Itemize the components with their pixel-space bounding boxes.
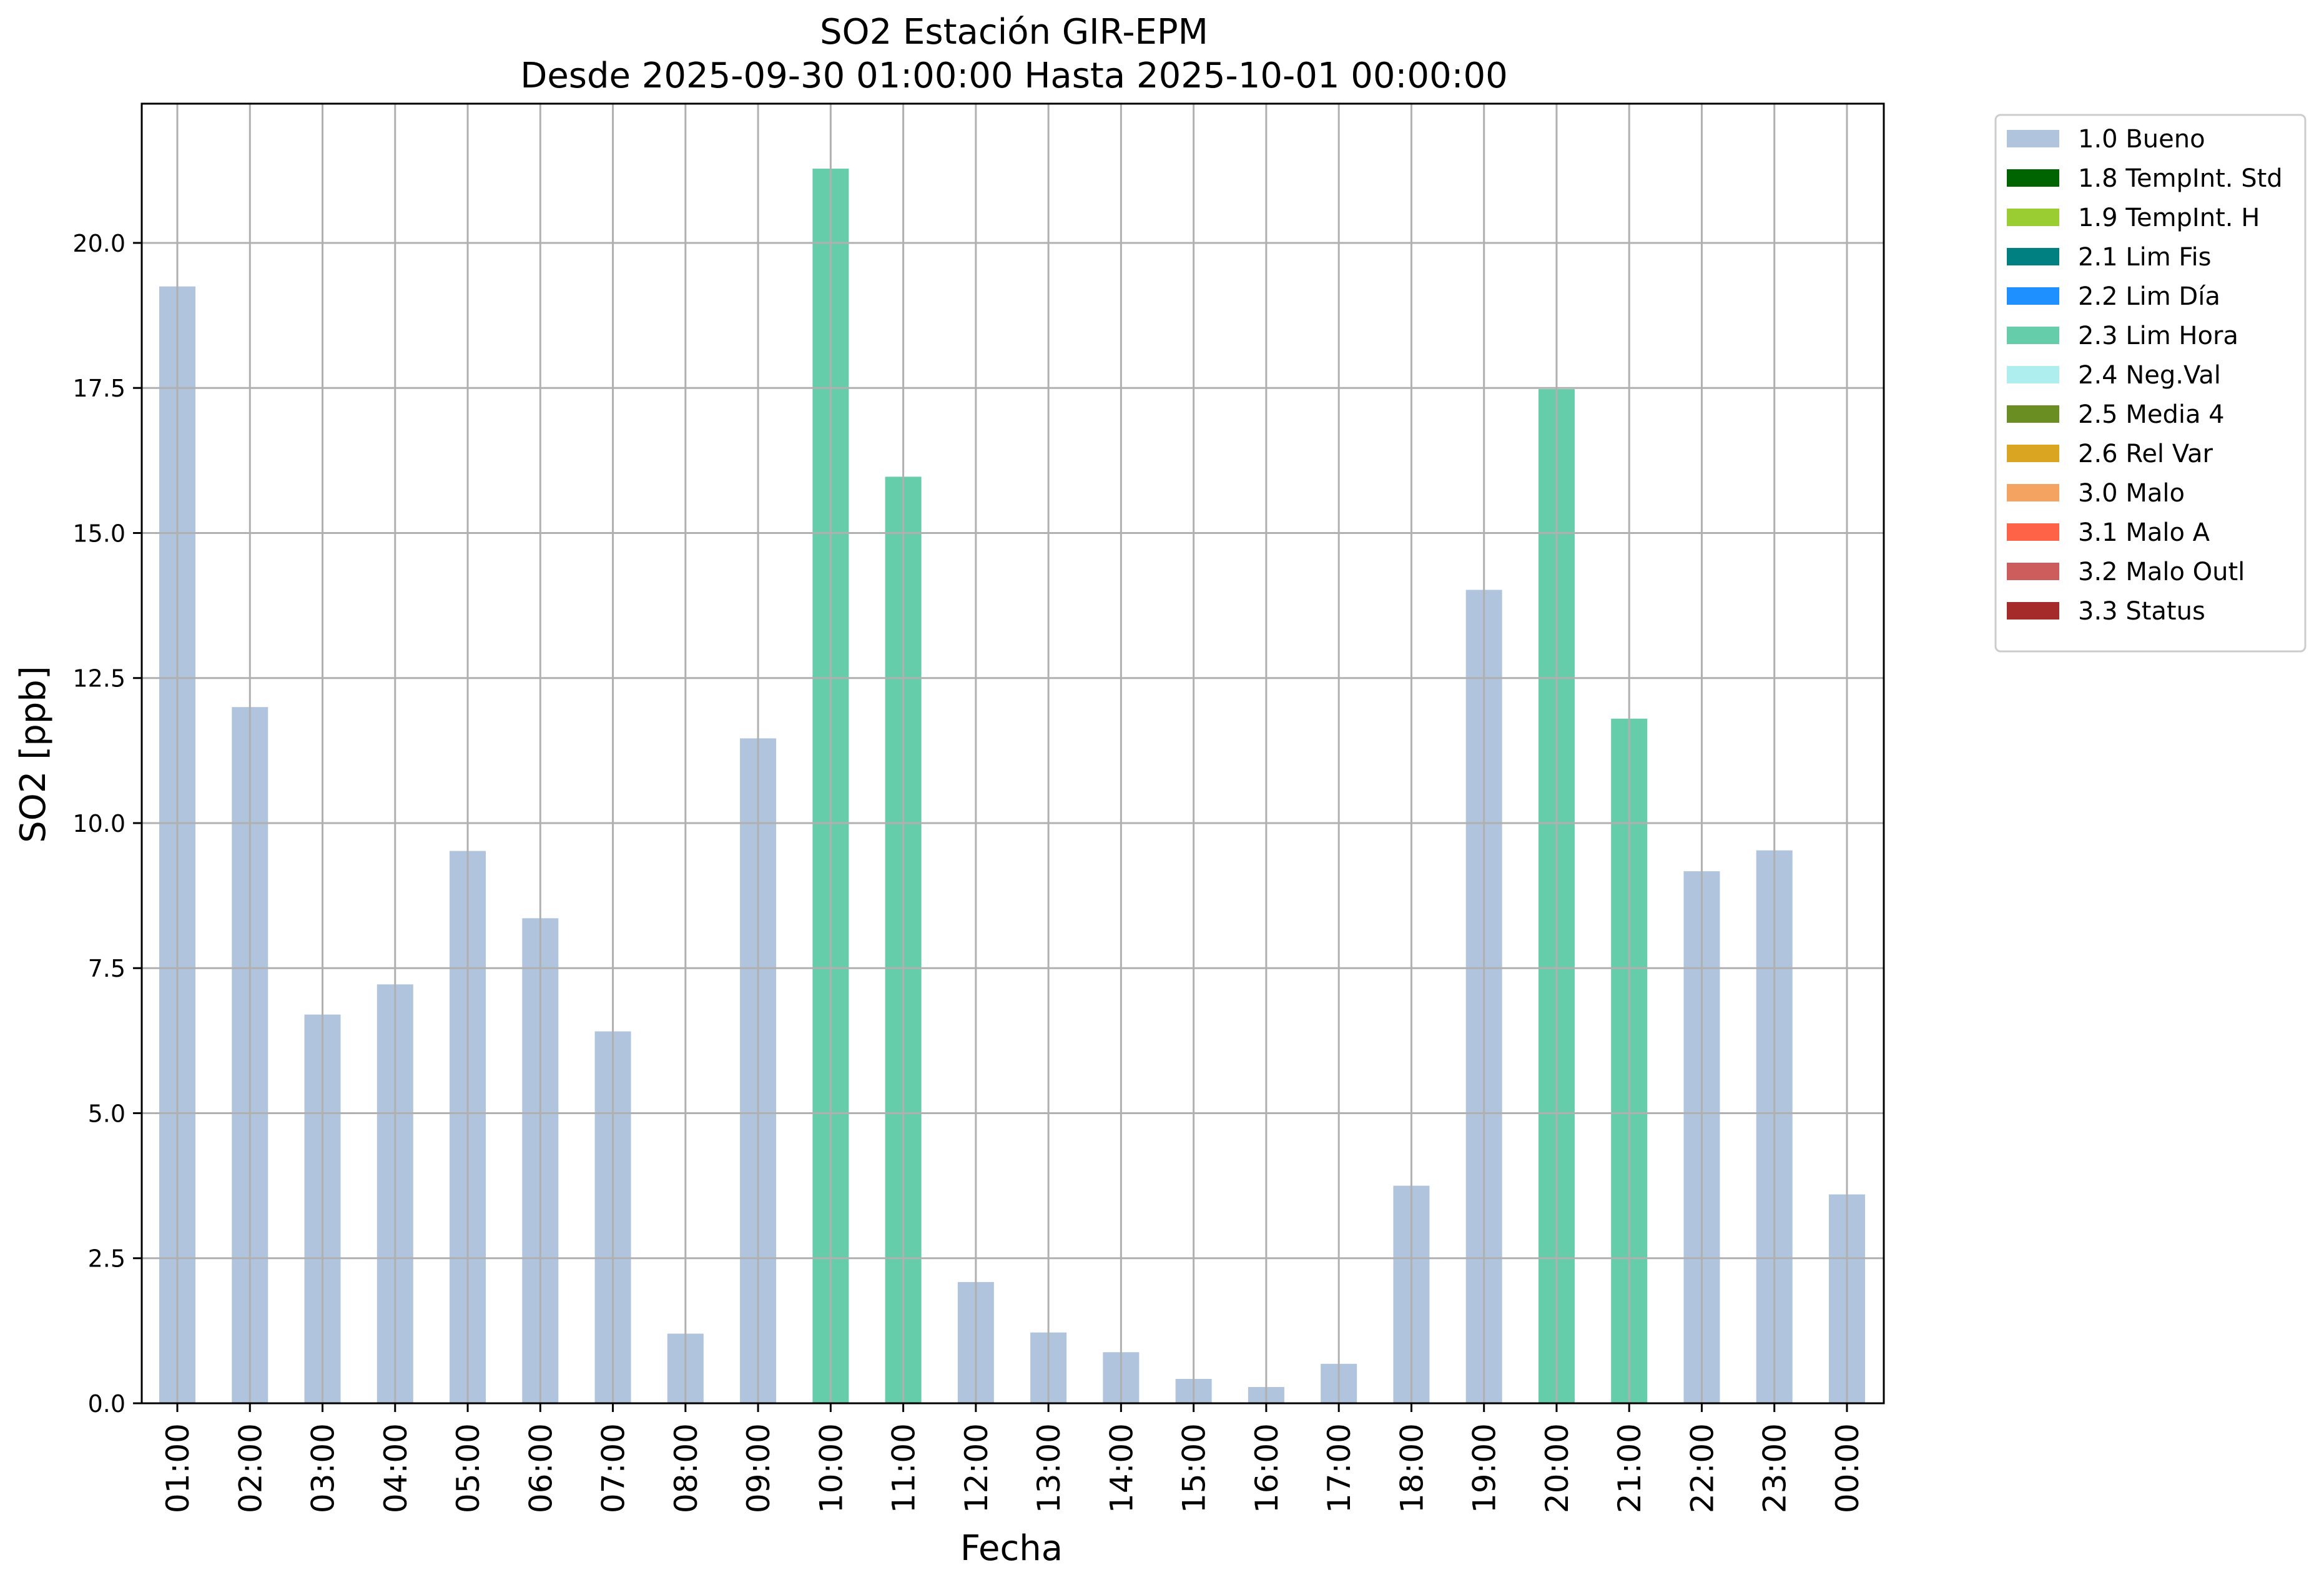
- y-tick-label: 0.0: [88, 1390, 126, 1418]
- x-tick-label: 22:00: [1684, 1423, 1720, 1513]
- legend-entry: 1.0 Bueno: [2078, 125, 2205, 154]
- y-tick-label: 17.5: [72, 375, 126, 402]
- x-tick-label: 08:00: [668, 1423, 704, 1513]
- legend-entry: 3.3 Status: [2078, 597, 2205, 626]
- chart-subtitle: Desde 2025-09-30 01:00:00 Hasta 2025-10-…: [520, 56, 1508, 96]
- y-tick-label: 5.0: [88, 1100, 126, 1127]
- legend-swatch: [2007, 602, 2059, 620]
- legend-swatch: [2007, 405, 2059, 423]
- x-tick-label: 01:00: [160, 1423, 196, 1513]
- legend-entry: 2.3 Lim Hora: [2078, 322, 2238, 350]
- y-tick-label: 2.5: [88, 1245, 126, 1273]
- x-tick-label: 16:00: [1249, 1423, 1285, 1513]
- y-tick-label: 12.5: [72, 665, 126, 693]
- x-tick-label: 17:00: [1321, 1423, 1357, 1513]
- x-tick-label: 10:00: [813, 1423, 849, 1513]
- legend-entry: 2.5 Media 4: [2078, 400, 2225, 429]
- x-tick-label: 19:00: [1467, 1423, 1503, 1513]
- legend-entry: 2.4 Neg.Val: [2078, 361, 2221, 390]
- legend-swatch: [2007, 445, 2059, 462]
- legend-entry: 2.6 Rel Var: [2078, 440, 2213, 468]
- legend-swatch: [2007, 169, 2059, 187]
- axes-layer: [140, 102, 1885, 1405]
- x-tick-label: 02:00: [232, 1423, 268, 1513]
- legend-swatch: [2007, 130, 2059, 147]
- x-tick-label: 14:00: [1103, 1423, 1140, 1513]
- legend-swatch: [2007, 484, 2059, 501]
- legend: 1.0 Bueno 1.8 TempInt. Std 1.9 TempInt. H 2…: [1994, 114, 2307, 653]
- legend-box: [1994, 114, 2307, 653]
- y-tick-label: 20.0: [72, 230, 126, 257]
- x-axis-label: Fecha: [960, 1528, 1063, 1569]
- x-tick-label: 07:00: [596, 1423, 632, 1513]
- legend-swatch: [2007, 366, 2059, 383]
- x-tick-label: 20:00: [1539, 1423, 1575, 1513]
- y-tick-label: 15.0: [72, 520, 126, 547]
- x-tick-label: 04:00: [378, 1423, 414, 1513]
- legend-swatch: [2007, 248, 2059, 265]
- x-tick-label: 03:00: [305, 1423, 342, 1513]
- ticks-layer: 0.0 2.5 5.0 7.5 10.0 12.5 15.0 17.5 20.0 01:00 02:…: [72, 230, 1866, 1513]
- y-tick-label: 7.5: [88, 955, 126, 982]
- legend-entry: 2.2 Lim Día: [2078, 282, 2220, 311]
- chart-title: SO2 Estación GIR-EPM: [820, 12, 1208, 52]
- plot-frame: [140, 102, 1885, 1405]
- x-tick-label: 23:00: [1757, 1423, 1793, 1513]
- x-tick-label: 06:00: [523, 1423, 559, 1513]
- legend-swatch: [2007, 209, 2059, 226]
- legend-entry: 3.1 Malo A: [2078, 518, 2210, 547]
- legend-swatch: [2007, 327, 2059, 344]
- legend-entry: 1.9 TempInt. H: [2078, 204, 2260, 232]
- x-tick-label: 15:00: [1176, 1423, 1213, 1513]
- legend-swatch: [2007, 287, 2059, 305]
- x-tick-label: 11:00: [886, 1423, 922, 1513]
- x-tick-label: 12:00: [958, 1423, 995, 1513]
- x-tick-label: 13:00: [1031, 1423, 1067, 1513]
- legend-swatch: [2007, 563, 2059, 580]
- y-tick-label: 10.0: [72, 810, 126, 837]
- x-tick-label: 21:00: [1612, 1423, 1648, 1513]
- legend-entry: 1.8 TempInt. Std: [2078, 164, 2283, 193]
- y-axis-label: SO2 [ppb]: [13, 666, 54, 842]
- x-tick-label: 18:00: [1394, 1423, 1430, 1513]
- legend-entry: 3.2 Malo Outl: [2078, 558, 2245, 586]
- grid-layer: [142, 104, 1884, 1405]
- x-tick-label: 05:00: [450, 1423, 486, 1513]
- x-tick-label: 09:00: [741, 1423, 777, 1513]
- legend-entry: 2.1 Lim Fis: [2078, 243, 2211, 272]
- legend-swatch: [2007, 523, 2059, 541]
- x-tick-label: 00:00: [1829, 1423, 1866, 1513]
- legend-entry: 3.0 Malo: [2078, 479, 2185, 508]
